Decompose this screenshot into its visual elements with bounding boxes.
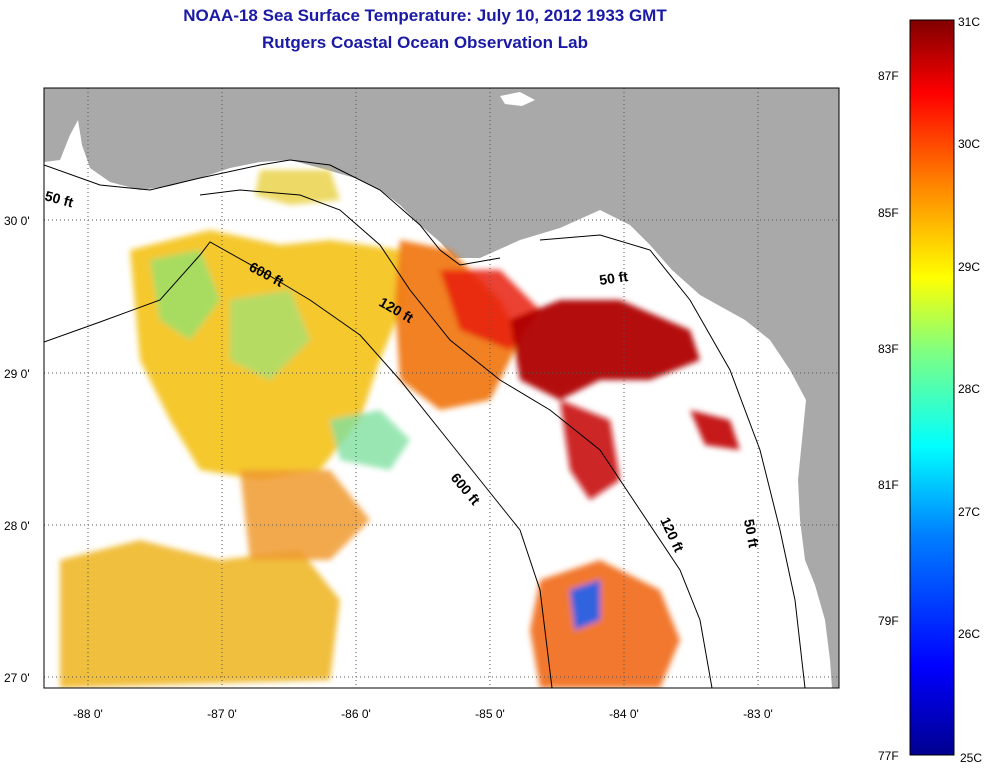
contour-label-50ft-nw: 50 ft	[43, 187, 75, 210]
lon-tick-label: -86 0'	[341, 707, 371, 721]
colorbar-f-label: 85F	[878, 206, 899, 220]
colorbar-c-label: 31C	[958, 15, 980, 29]
colorbar-c-label: 28C	[958, 382, 980, 396]
colorbar-c-label: 25C	[960, 751, 982, 765]
colorbar-c-label: 26C	[958, 627, 980, 641]
land-mass	[44, 88, 839, 688]
lon-tick-label: -85 0'	[475, 707, 505, 721]
contour-label-50ft-east: 50 ft	[741, 518, 762, 549]
map-subtitle: Rutgers Coastal Ocean Observation Lab	[262, 33, 588, 52]
sst-field	[60, 170, 740, 688]
lon-tick-label: -87 0'	[207, 707, 237, 721]
colorbar-f-label: 87F	[878, 69, 899, 83]
lon-tick-label: -88 0'	[73, 707, 103, 721]
lon-tick-label: -83 0'	[743, 707, 773, 721]
colorbar-f-label: 79F	[878, 614, 899, 628]
map-border	[43, 87, 840, 689]
colorbar-c-label: 27C	[958, 505, 980, 519]
colorbar-c-label: 30C	[958, 137, 980, 151]
colorbar	[909, 19, 955, 756]
colorbar-f-label: 81F	[878, 478, 899, 492]
graticule	[44, 88, 839, 688]
bathymetry-contours	[44, 159, 806, 688]
lat-tick-label: 27 0'	[4, 671, 30, 685]
lat-tick-label: 30 0'	[4, 214, 30, 228]
lon-tick-label: -84 0'	[609, 707, 639, 721]
lake	[500, 92, 535, 106]
colorbar-c-label: 29C	[958, 260, 980, 274]
contour-label-50ft-bigbend: 50 ft	[598, 268, 629, 288]
map-title: NOAA-18 Sea Surface Temperature: July 10…	[183, 6, 667, 25]
lat-tick-label: 28 0'	[4, 519, 30, 533]
colorbar-f-label: 77F	[878, 749, 899, 763]
colorbar-f-label: 83F	[878, 342, 899, 356]
lat-tick-label: 29 0'	[4, 367, 30, 381]
